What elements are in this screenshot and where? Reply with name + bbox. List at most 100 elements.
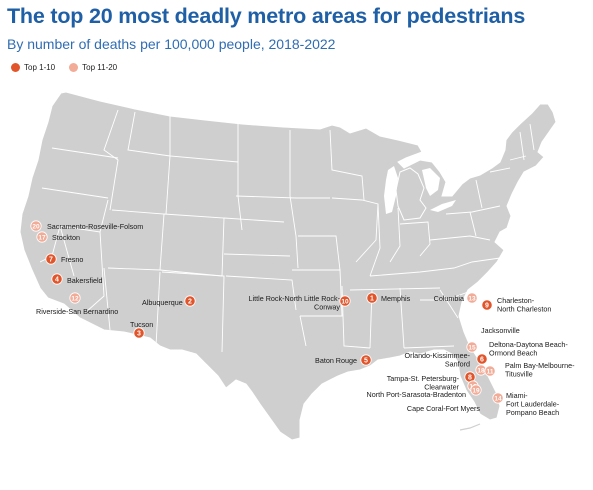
metro-rank: 10 <box>341 299 349 306</box>
metro-rank: 9 <box>485 303 489 310</box>
metro-marker-rank-6: 6 Orlando-Kissimmee-Sanford <box>404 351 488 369</box>
lake-huron <box>422 168 440 196</box>
metro-rank: 7 <box>49 257 53 264</box>
metro-rank: 3 <box>137 331 141 338</box>
metro-marker-rank-9: 9 Charleston-North Charleston <box>481 296 551 314</box>
metro-dot <box>484 365 496 377</box>
metro-label-line: Sacramento-Roseville-Folsom <box>47 222 143 231</box>
legend-item-top20: Top 11-20 <box>69 63 117 72</box>
metro-dot <box>45 253 57 265</box>
metro-rank: 15 <box>468 345 476 352</box>
metro-label: Miami-Fort Lauderdale-Pompano Beach <box>506 391 560 417</box>
metro-marker-rank-14: 14 Miami-Fort Lauderdale-Pompano Beach <box>492 391 560 417</box>
legend-label-top10: Top 1-10 <box>24 63 56 72</box>
metro-label: Albuquerque <box>142 298 183 307</box>
metro-marker-rank-13: 13 Columbia <box>434 292 478 304</box>
metro-dot <box>466 341 478 353</box>
metro-marker-rank-8: 8 Tampa-St. Petersburg-Clearwater <box>387 371 476 392</box>
metro-label-line: Riverside-San Bernardino <box>36 307 118 316</box>
metro-label-line: Columbia <box>434 294 464 303</box>
metro-label-line: Miami- <box>506 391 528 400</box>
metro-rank: 1 <box>370 296 374 303</box>
page-title: The top 20 most deadly metro areas for p… <box>7 4 526 28</box>
florida-keys <box>459 423 481 431</box>
metro-dot <box>133 327 145 339</box>
metro-label-line: Conway <box>314 303 340 312</box>
legend-label-top20: Top 11-20 <box>82 63 118 72</box>
metro-dot <box>366 292 378 304</box>
metro-dot <box>51 273 63 285</box>
metro-label-line: Memphis <box>381 294 411 303</box>
metro-marker-rank-20: 20 Sacramento-Roseville-Folsom <box>30 220 143 232</box>
metro-label: Bakersfield <box>67 276 103 285</box>
michigan-peninsula <box>395 167 427 221</box>
metro-label: North Port-Sarasota-Bradenton <box>367 390 466 399</box>
metro-label: Deltona-Daytona Beach-Ormond Beach <box>489 340 568 358</box>
metro-label-line: Orlando-Kissimmee- <box>404 351 470 360</box>
metro-dot <box>36 231 48 243</box>
metro-marker-rank-16: 16North Port-Sarasota-Bradenton <box>367 380 479 399</box>
metro-label-line: Clearwater <box>424 383 459 392</box>
legend: Top 1-10 Top 11-20 <box>11 63 117 72</box>
metro-rank: 6 <box>480 357 484 364</box>
metro-dot <box>184 295 196 307</box>
metro-marker-rank-1: 1 Memphis <box>366 292 411 304</box>
metro-label: Tampa-St. Petersburg-Clearwater <box>387 374 460 392</box>
metro-label-line: Bakersfield <box>67 276 103 285</box>
metro-label-line: Fort Lauderdale- <box>506 400 560 409</box>
metro-label: Sacramento-Roseville-Folsom <box>47 222 143 231</box>
metro-label: Cape Coral-Fort Myers <box>407 404 480 413</box>
metro-rank: 13 <box>468 296 476 303</box>
metro-rank: 4 <box>55 277 59 284</box>
metro-label-line: Cape Coral-Fort Myers <box>407 404 480 413</box>
metro-dot <box>470 384 482 396</box>
metro-label-line: Pompano Beach <box>506 408 559 417</box>
metro-label-line: Jacksonville <box>481 326 520 335</box>
metro-label-line: Palm Bay-Melbourne- <box>505 361 575 370</box>
metro-label-line: Sanford <box>445 360 470 369</box>
metro-label: Charleston-North Charleston <box>497 296 551 314</box>
metro-rank: 20 <box>32 224 40 231</box>
metro-marker-rank-2: 2 Albuquerque <box>142 295 196 307</box>
metro-label: Memphis <box>381 294 411 303</box>
metro-label: Baton Rouge <box>315 356 357 365</box>
metro-label: Columbia <box>434 294 464 303</box>
metro-marker-rank-18: 18 Deltona-Daytona Beach-Ormond Beach <box>475 340 568 376</box>
metro-marker-rank-3: 3 Tucson <box>130 320 153 339</box>
metro-rank: 18 <box>477 368 485 375</box>
metro-label: Jacksonville <box>481 326 520 335</box>
metro-marker-rank-19: 19 Cape Coral-Fort Myers <box>407 384 482 413</box>
metro-label-line: Albuquerque <box>142 298 183 307</box>
metro-rank: 8 <box>468 375 472 382</box>
metro-marker-rank-7: 7 Fresno <box>45 253 83 265</box>
metro-label-line: Stockton <box>52 233 80 242</box>
lake-michigan <box>384 166 398 214</box>
legend-swatch-top10 <box>11 63 20 72</box>
metro-marker-rank-15: 15 Jacksonville <box>466 326 520 353</box>
legend-swatch-top20 <box>69 63 79 72</box>
metro-label: Tucson <box>130 320 153 329</box>
metro-dot <box>30 220 42 232</box>
metro-label: Palm Bay-Melbourne-Titusville <box>505 361 575 379</box>
metro-dot <box>339 295 351 307</box>
metro-marker-rank-4: 4 Bakersfield <box>51 273 103 285</box>
metro-rank: 17 <box>38 235 46 242</box>
metro-label-line: Fresno <box>61 255 83 264</box>
metro-label-line: Tampa-St. Petersburg- <box>387 374 460 383</box>
metro-marker-rank-12: 12 Riverside-San Bernardino <box>36 292 118 316</box>
metro-marker-rank-11: 11 Palm Bay-Melbourne-Titusville <box>484 361 575 379</box>
metro-label: Little Rock-North Little Rock-Conway <box>249 294 341 312</box>
metro-label-line: Little Rock-North Little Rock- <box>249 294 341 303</box>
state-borders <box>39 109 535 353</box>
legend-item-top10: Top 1-10 <box>11 63 55 72</box>
metro-rank: 11 <box>487 369 494 376</box>
metro-dot <box>476 353 488 365</box>
metro-label: Stockton <box>52 233 80 242</box>
metro-label-line: Titusville <box>505 370 533 379</box>
metro-label: Riverside-San Bernardino <box>36 307 118 316</box>
metro-label-line: Deltona-Daytona Beach- <box>489 340 568 349</box>
metro-label-line: Ormond Beach <box>489 349 537 358</box>
